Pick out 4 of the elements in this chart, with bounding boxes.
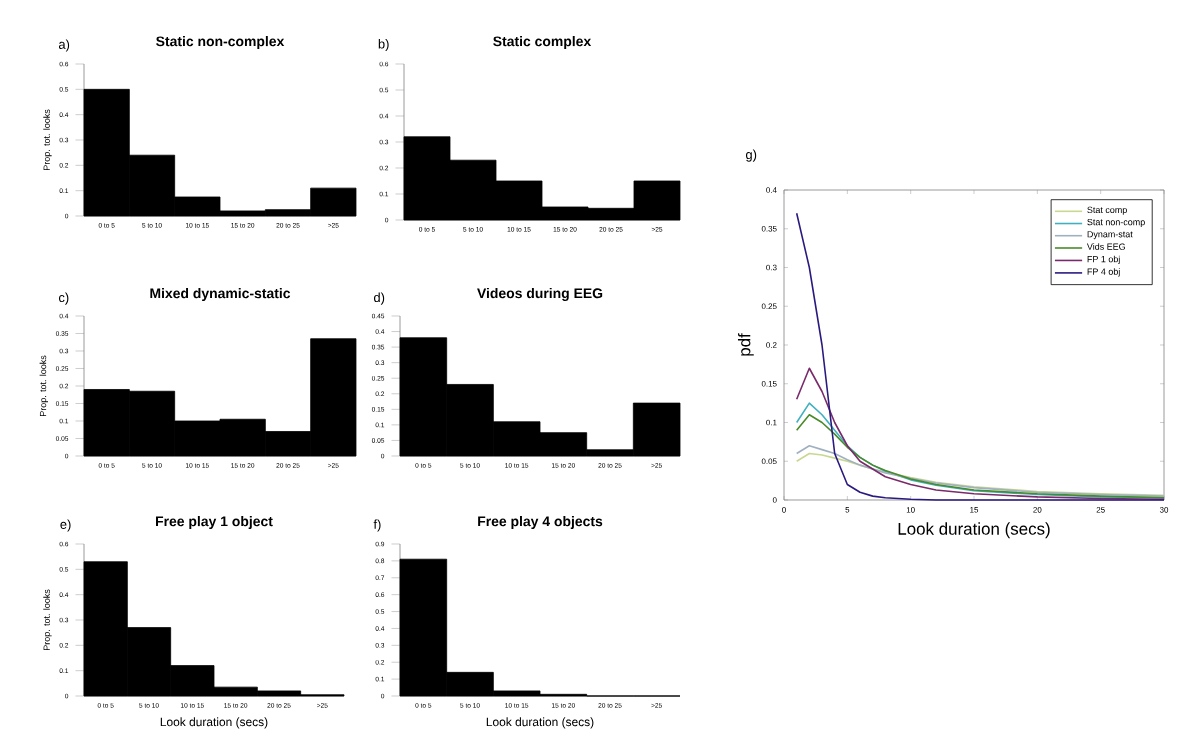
y-axis-title: pdf bbox=[737, 333, 754, 356]
line-series bbox=[795, 444, 1165, 497]
x-axis-title: Look duration (secs) bbox=[898, 522, 1050, 539]
line-series bbox=[795, 367, 1165, 501]
